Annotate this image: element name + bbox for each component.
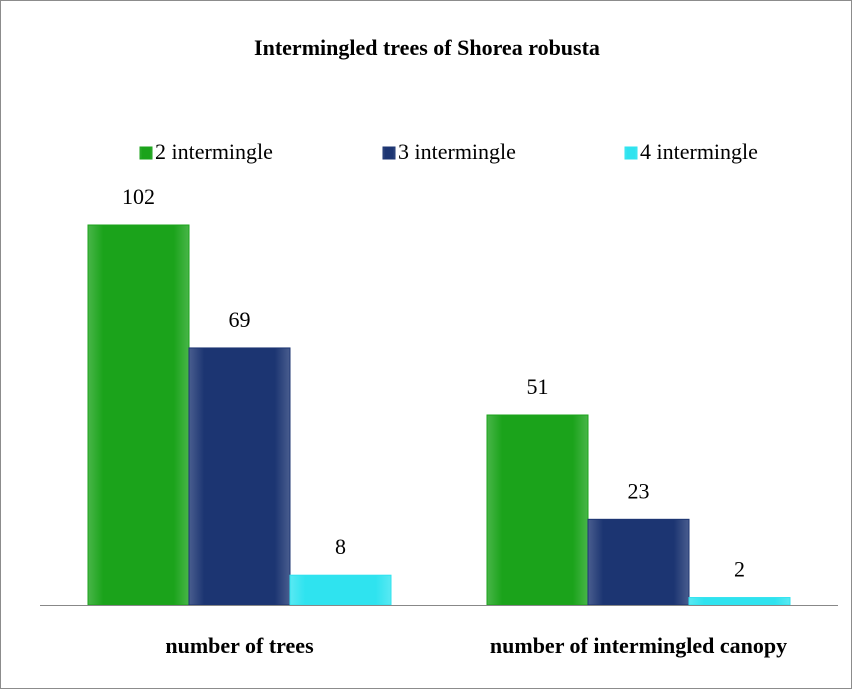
legend-swatch xyxy=(139,146,153,160)
x-tick-label: number of trees xyxy=(165,633,314,658)
value-label: 23 xyxy=(628,478,650,503)
value-label: 102 xyxy=(122,184,155,209)
value-label: 69 xyxy=(229,307,251,332)
legend-label: 2 intermingle xyxy=(155,139,273,164)
x-tick-label: number of intermingled canopy xyxy=(490,633,787,658)
bar xyxy=(688,597,791,606)
legend-swatch xyxy=(624,146,638,160)
legend-label: 3 intermingle xyxy=(398,139,516,164)
legend-swatch xyxy=(382,146,396,160)
value-label: 2 xyxy=(734,557,745,582)
value-label: 8 xyxy=(335,534,346,559)
bar xyxy=(486,414,589,606)
bar xyxy=(87,224,190,606)
bar xyxy=(587,518,690,606)
bar xyxy=(289,574,392,606)
bar xyxy=(188,347,291,606)
value-label: 51 xyxy=(527,374,549,399)
chart-title: Intermingled trees of Shorea robusta xyxy=(254,35,600,60)
legend-label: 4 intermingle xyxy=(640,139,758,164)
